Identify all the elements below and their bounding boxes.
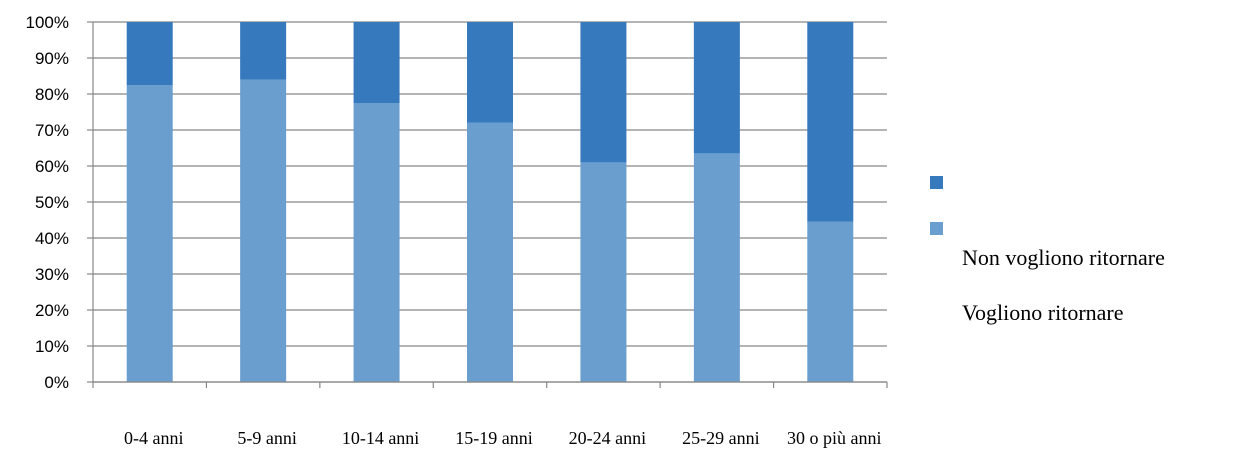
bar-segment bbox=[353, 103, 400, 382]
bars bbox=[126, 22, 854, 383]
bar-segment bbox=[580, 162, 627, 382]
bar-segment bbox=[807, 22, 854, 222]
bar-segment bbox=[693, 153, 740, 382]
x-tick-label: 15-19 anni bbox=[455, 428, 532, 448]
x-tick-label: 5-9 anni bbox=[237, 428, 296, 448]
bar-segment bbox=[467, 122, 513, 383]
axes bbox=[92, 22, 888, 388]
x-tick-labels: 0-4 anni 5-9 anni 10-14 anni 15-19 anni 20-2… bbox=[124, 428, 882, 448]
y-tick-label: 10% bbox=[35, 337, 69, 356]
y-tick-labels: 0% 10% 20% 30% 40% 50% 60% 70% 80% 90% 100% bbox=[26, 13, 69, 392]
legend-swatch-vogliono bbox=[930, 222, 943, 235]
y-tick-label: 40% bbox=[35, 229, 69, 248]
bar-segment bbox=[467, 22, 513, 123]
legend-swatch-non-vogliono bbox=[930, 176, 943, 189]
bar-segment bbox=[126, 22, 173, 85]
legend: Non vogliono ritornare Vogliono ritornar… bbox=[930, 176, 1165, 325]
y-tick-label: 60% bbox=[35, 157, 69, 176]
x-tick-label: 20-24 anni bbox=[569, 428, 646, 448]
y-tick-label: 30% bbox=[35, 265, 69, 284]
bar-segment bbox=[126, 85, 173, 382]
bar-segment bbox=[240, 79, 287, 382]
y-tick-label: 20% bbox=[35, 301, 69, 320]
y-tick-label: 50% bbox=[35, 193, 69, 212]
legend-label-vogliono: Vogliono ritornare bbox=[962, 300, 1124, 325]
legend-label-non-vogliono: Non vogliono ritornare bbox=[962, 245, 1165, 270]
y-tick-label: 70% bbox=[35, 121, 69, 140]
bar-segment bbox=[693, 22, 740, 154]
bar-segment bbox=[240, 22, 287, 80]
y-tick-label: 0% bbox=[44, 373, 69, 392]
x-tick-label: 0-4 anni bbox=[124, 428, 183, 448]
bar-segment bbox=[353, 22, 400, 103]
y-tick-label: 100% bbox=[26, 13, 69, 32]
y-tick-label: 80% bbox=[35, 85, 69, 104]
x-tick-label: 10-14 anni bbox=[342, 428, 419, 448]
x-tick-label: 30 o più anni bbox=[787, 428, 882, 448]
y-tick-label: 90% bbox=[35, 49, 69, 68]
bar-segment bbox=[580, 22, 627, 163]
bar-segment bbox=[807, 221, 854, 382]
x-tick-label: 25-29 anni bbox=[682, 428, 759, 448]
